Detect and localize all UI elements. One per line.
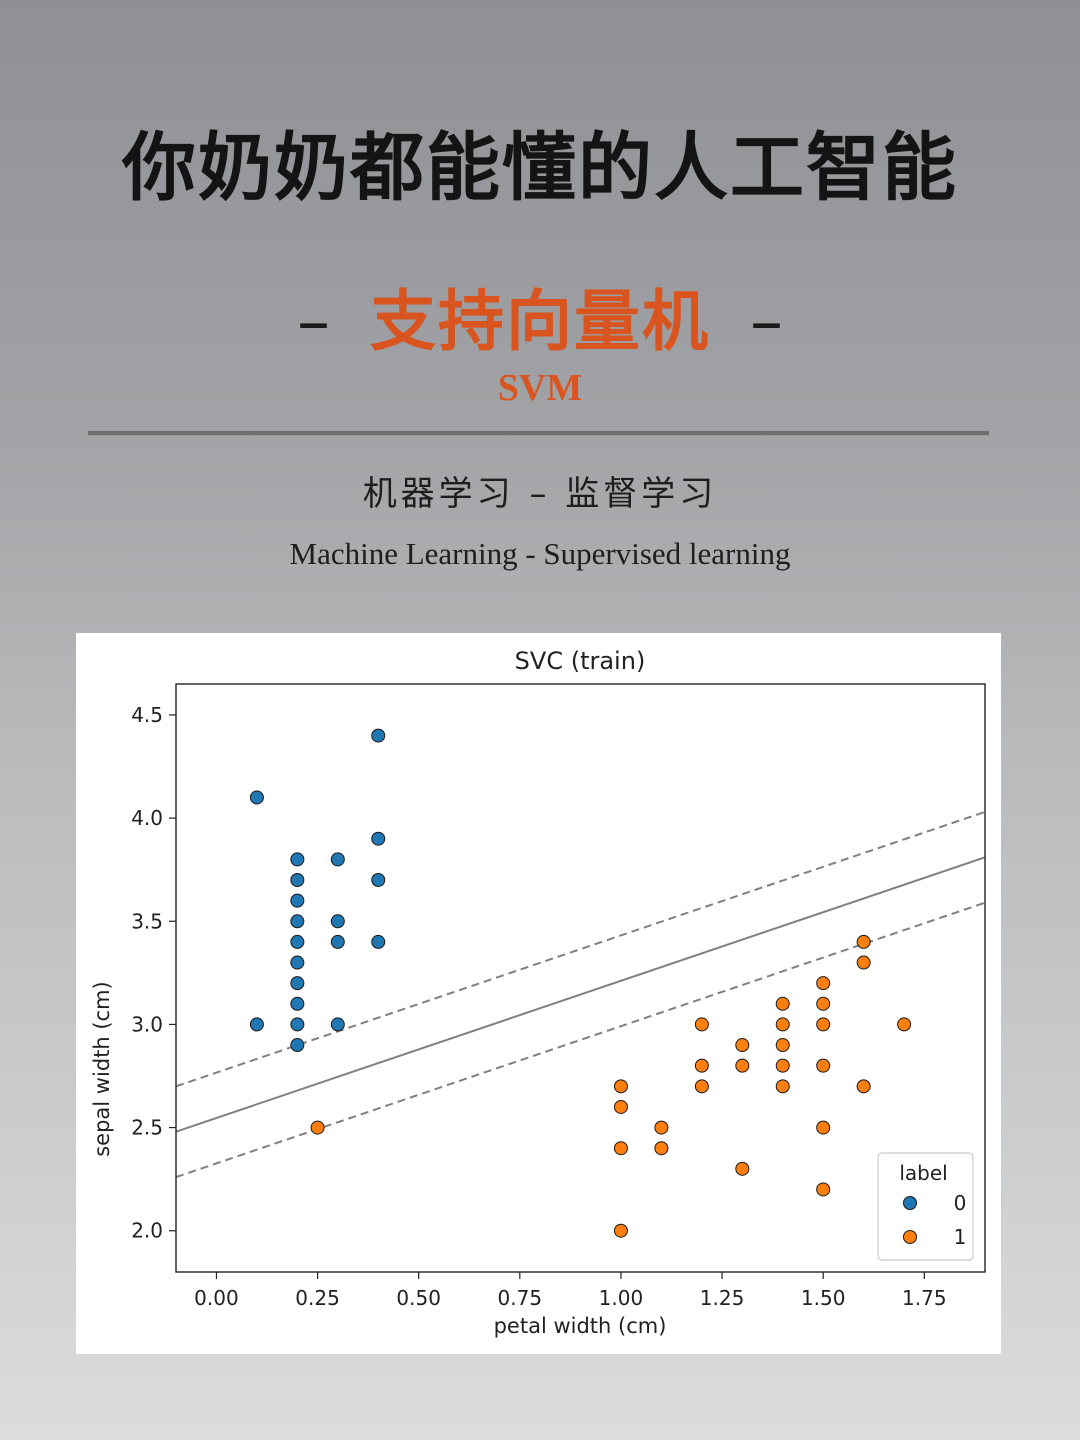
data-point-label-1 xyxy=(735,1038,750,1053)
data-point-label-0 xyxy=(290,893,305,908)
x-tick-label: 1.75 xyxy=(902,1286,947,1310)
x-tick-label: 0.75 xyxy=(498,1286,543,1310)
y-tick-label: 2.0 xyxy=(131,1219,163,1243)
subtitle: 支持向量机 xyxy=(370,283,710,360)
x-tick-label: 1.25 xyxy=(700,1286,745,1310)
data-point-label-1 xyxy=(613,1141,628,1156)
x-tick-label: 0.00 xyxy=(194,1286,239,1310)
decision-lines xyxy=(175,810,986,1179)
data-point-label-0 xyxy=(290,1017,305,1032)
y-tick-label: 3.0 xyxy=(131,1012,163,1036)
data-point-label-0 xyxy=(290,955,305,970)
divider xyxy=(88,431,989,436)
data-point-label-1 xyxy=(694,1017,709,1032)
subtitle-dash-left: – xyxy=(297,283,330,360)
data-point-label-0 xyxy=(330,914,345,929)
data-point-label-0 xyxy=(290,976,305,991)
x-tick-label: 1.00 xyxy=(599,1286,644,1310)
category-chinese: 机器学习 – 监督学习 xyxy=(362,474,718,514)
data-point-label-1 xyxy=(613,1099,628,1114)
decision-boundary-line xyxy=(175,856,986,1133)
data-point-label-1 xyxy=(613,1223,628,1238)
plot-frame xyxy=(175,683,986,1273)
x-tick-label: 0.25 xyxy=(295,1286,340,1310)
data-point-label-0 xyxy=(330,852,345,867)
y-axis-label: sepal width (cm) xyxy=(90,981,114,1157)
svc-scatter-chart: SVC (train) petal width (cm) sepal width… xyxy=(90,647,986,1338)
data-point-label-1 xyxy=(735,1161,750,1176)
y-axis-ticks: 2.0 2.5 3.0 3.5 4.0 4.5 xyxy=(131,703,176,1243)
data-point-label-1 xyxy=(897,1017,912,1032)
data-point-label-1 xyxy=(816,1058,831,1073)
data-point-label-0 xyxy=(330,1017,345,1032)
data-point-label-1 xyxy=(735,1058,750,1073)
data-point-label-1 xyxy=(694,1079,709,1094)
data-point-label-1 xyxy=(856,955,871,970)
data-point-label-1 xyxy=(775,1058,790,1073)
data-point-label-1 xyxy=(816,996,831,1011)
data-point-label-1 xyxy=(775,1017,790,1032)
legend-title: label xyxy=(899,1161,947,1185)
acronym: SVM xyxy=(497,367,583,409)
data-point-label-1 xyxy=(654,1141,669,1156)
data-point-label-0 xyxy=(290,934,305,949)
data-point-label-1 xyxy=(816,1182,831,1197)
data-point-label-0 xyxy=(249,1017,264,1032)
subtitle-dash-right: – xyxy=(750,283,783,360)
data-point-label-0 xyxy=(249,790,264,805)
chart-card: SVC (train) petal width (cm) sepal width… xyxy=(76,633,1001,1354)
y-tick-label: 4.5 xyxy=(131,703,163,727)
category-english: Machine Learning - Supervised learning xyxy=(289,536,791,571)
data-point-label-1 xyxy=(775,1038,790,1053)
x-tick-label: 1.50 xyxy=(801,1286,846,1310)
data-point-label-1 xyxy=(775,996,790,1011)
legend-marker-0 xyxy=(903,1196,917,1210)
legend-marker-1 xyxy=(903,1230,917,1244)
data-point-label-0 xyxy=(290,852,305,867)
data-point-label-0 xyxy=(371,831,386,846)
data-point-label-0 xyxy=(371,873,386,887)
legend-label-1: 1 xyxy=(954,1225,967,1249)
subtitle-row: – 支持向量机 – xyxy=(0,268,1080,364)
chart-title: SVC (train) xyxy=(515,647,646,675)
data-point-label-1 xyxy=(694,1058,709,1073)
y-tick-label: 3.5 xyxy=(131,909,163,933)
page-title: 你奶奶都能懂的人工智能 xyxy=(122,125,958,211)
data-point-label-1 xyxy=(856,934,871,949)
data-point-label-1 xyxy=(775,1079,790,1094)
legend: label 0 1 xyxy=(877,1152,974,1261)
x-tick-label: 0.50 xyxy=(396,1286,441,1310)
y-tick-label: 2.5 xyxy=(131,1116,163,1140)
data-point-label-0 xyxy=(371,728,386,743)
data-point-label-0 xyxy=(290,914,305,929)
legend-label-0: 0 xyxy=(954,1191,967,1215)
data-point-label-1 xyxy=(613,1079,628,1094)
legend-box xyxy=(877,1152,974,1261)
data-points xyxy=(249,728,912,1238)
data-point-label-1 xyxy=(816,976,831,991)
x-axis-ticks: 0.00 0.25 0.50 0.75 1.00 1.25 1.50 1.75 xyxy=(194,1272,947,1310)
data-point-label-1 xyxy=(816,1017,831,1032)
data-point-label-1 xyxy=(654,1120,669,1135)
data-point-label-1 xyxy=(856,1079,871,1094)
y-tick-label: 4.0 xyxy=(131,806,163,830)
x-axis-label: petal width (cm) xyxy=(494,1314,667,1338)
data-point-label-0 xyxy=(290,996,305,1011)
data-point-label-0 xyxy=(371,934,386,949)
data-point-label-0 xyxy=(290,1038,305,1053)
data-point-label-0 xyxy=(290,873,305,887)
data-point-label-0 xyxy=(330,934,345,949)
data-point-label-1 xyxy=(816,1120,831,1135)
data-point-label-1 xyxy=(310,1120,325,1135)
